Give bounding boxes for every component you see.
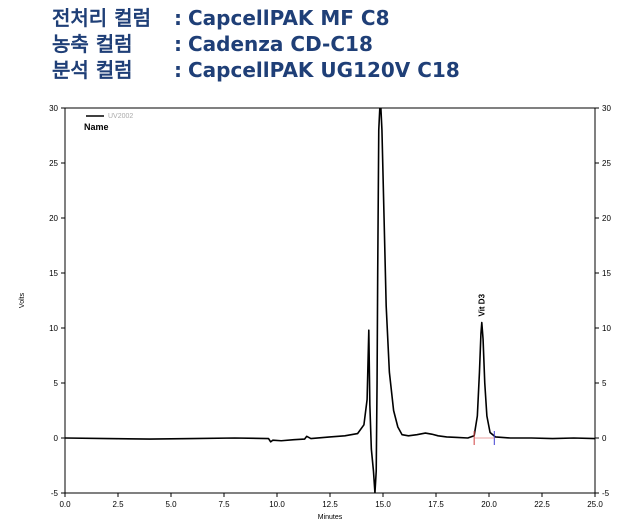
pretreatment-column-value: CapcellPAK MF C8 <box>188 6 390 30</box>
pretreatment-colon: : <box>174 6 182 30</box>
concentration-colon: : <box>174 32 182 56</box>
x-tick-label: 10.0 <box>269 500 285 509</box>
plot-frame <box>64 107 596 494</box>
chromatogram-chart: 0.0 2.5 5.0 7.5 10.0 12.5 15.0 17.5 20.0 22.5 25.0… <box>19 104 611 521</box>
y-tick-label-left: 15 <box>49 269 58 278</box>
x-tick-label: 15.0 <box>375 500 391 509</box>
y-tick-label-left: -5 <box>51 489 59 498</box>
y-tick-label-right: 15 <box>602 269 611 278</box>
y-tick-label-right: 10 <box>602 324 611 333</box>
y-tick-label-left: 20 <box>49 214 58 223</box>
x-tick-label: 0.0 <box>59 500 71 509</box>
y-tick-label-left: 10 <box>49 324 58 333</box>
legend-series-label: UV2002 <box>108 113 133 120</box>
analysis-column-label: 분석 컬럼 <box>52 58 133 82</box>
column-info-header: 전처리 컬럼 : CapcellPAK MF C8 농축 컬럼 : Cadenz… <box>52 2 632 82</box>
analysis-colon: : <box>174 58 182 82</box>
header-line-concentration: 농축 컬럼 : Cadenza CD-C18 <box>52 28 632 56</box>
y-tick-label-right: 25 <box>602 159 611 168</box>
concentration-column-value: Cadenza CD-C18 <box>188 32 373 56</box>
legend-title: Name <box>84 122 109 132</box>
header-line-analysis: 분석 컬럼 : CapcellPAK UG120V C18 <box>52 54 632 82</box>
y-tick-label-left: 0 <box>54 434 59 443</box>
x-tick-label: 12.5 <box>322 500 338 509</box>
x-tick-label: 25.0 <box>587 500 603 509</box>
y-tick-label-right: -5 <box>602 489 610 498</box>
y-tick-label-left: 30 <box>49 104 58 113</box>
y-axis-label: Volts <box>19 292 26 308</box>
header-line-pretreatment: 전처리 컬럼 : CapcellPAK MF C8 <box>52 2 632 30</box>
y-tick-label-right: 30 <box>602 104 611 113</box>
peak-annotation-label: Vit D3 <box>478 293 487 316</box>
x-axis-label: Minutes <box>318 514 343 521</box>
series-line <box>65 108 595 493</box>
x-tick-label: 22.5 <box>534 500 550 509</box>
y-tick-label-right: 20 <box>602 214 611 223</box>
y-tick-label-left: 25 <box>49 159 58 168</box>
x-tick-label: 5.0 <box>165 500 177 509</box>
x-tick-label: 2.5 <box>112 500 124 509</box>
concentration-column-label: 농축 컬럼 <box>52 32 133 56</box>
y-tick-label-right: 5 <box>602 379 607 388</box>
analysis-column-value: CapcellPAK UG120V C18 <box>188 58 460 82</box>
x-tick-label: 20.0 <box>481 500 497 509</box>
pretreatment-column-label: 전처리 컬럼 <box>52 6 151 30</box>
y-tick-label-left: 5 <box>54 379 59 388</box>
x-tick-label: 7.5 <box>218 500 230 509</box>
y-tick-label-right: 0 <box>602 434 607 443</box>
x-tick-label: 17.5 <box>428 500 444 509</box>
